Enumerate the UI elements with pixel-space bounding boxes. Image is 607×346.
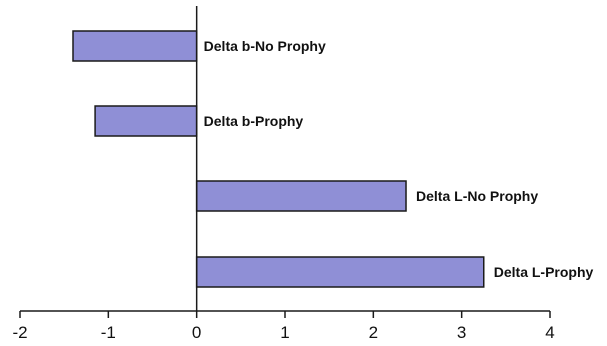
x-tick-label: 1	[280, 323, 289, 342]
x-axis: -2 -1 0 1 2 3 4	[12, 310, 555, 342]
bars-group	[72, 30, 485, 288]
bar-label: Delta L-Prophy	[494, 264, 594, 280]
bar-label: Delta b-Prophy	[204, 113, 304, 129]
bar-label: Delta L-No Prophy	[416, 188, 538, 204]
bar	[195, 180, 407, 212]
x-tick-label: 0	[192, 323, 201, 342]
bar	[72, 30, 198, 62]
x-tick-label: 4	[545, 323, 554, 342]
bar	[94, 105, 198, 137]
x-tick-label: -2	[12, 323, 27, 342]
bar	[195, 256, 485, 288]
x-tick-label: 3	[457, 323, 466, 342]
x-tick-label: 2	[369, 323, 378, 342]
bar-labels-group: Delta b-No Prophy Delta b-Prophy Delta L-N…	[204, 38, 594, 280]
bar-label: Delta b-No Prophy	[204, 38, 326, 54]
x-tick-label: -1	[101, 323, 116, 342]
